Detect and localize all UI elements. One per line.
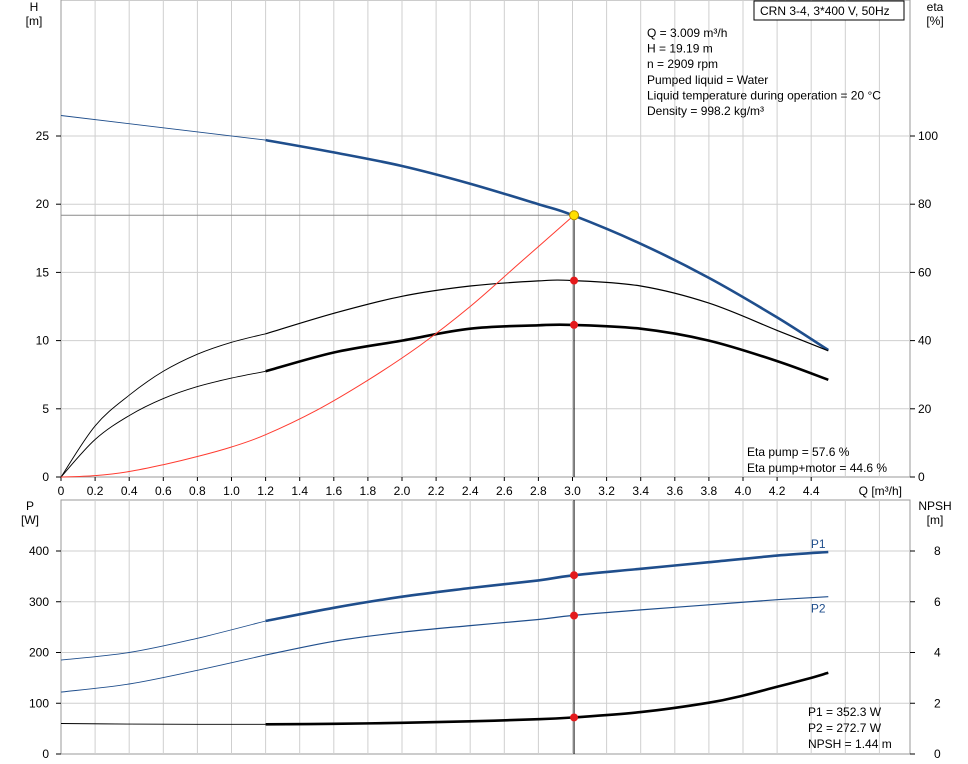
q-axis-tick-label: 0.8 xyxy=(189,484,206,498)
eta-axis-tick-label: 0 xyxy=(918,470,925,484)
h-axis-tick-label: 25 xyxy=(36,129,50,143)
q-axis-tick-label: 1.0 xyxy=(223,484,240,498)
q-axis-tick-label: 0 xyxy=(58,484,65,498)
power-readout-line: P1 = 352.3 W xyxy=(808,705,882,719)
h-axis-tick-label: 15 xyxy=(36,265,50,279)
q-axis-tick-label: 3.6 xyxy=(666,484,683,498)
eta-pump-curve-extrapolated xyxy=(60,333,266,478)
eta-axis-tick-label: 40 xyxy=(918,334,932,348)
duty-info-line: Density = 998.2 kg/m³ xyxy=(647,104,764,118)
p1-curve xyxy=(265,550,829,623)
top-plot-grid xyxy=(60,0,911,478)
p-axis-tick-label: 100 xyxy=(29,696,49,710)
q-axis-tick-label: 2.4 xyxy=(462,484,479,498)
npsh-axis-unit: [m] xyxy=(927,513,944,527)
efficiency-readout-line: Eta pump+motor = 44.6 % xyxy=(747,461,887,475)
duty-point-p1-marker xyxy=(570,571,579,580)
duty-point-npsh-marker xyxy=(570,713,579,722)
p1-series-label: P1 xyxy=(811,537,826,551)
p-axis-tick-label: 200 xyxy=(29,646,49,660)
p2-curve xyxy=(265,596,829,656)
duty-info-line: n = 2909 rpm xyxy=(647,57,718,71)
q-axis-tick-label: 0.2 xyxy=(87,484,104,498)
q-axis-tick-label: 3.4 xyxy=(632,484,649,498)
q-axis-tick-label: 0.6 xyxy=(155,484,172,498)
top-plot-frame xyxy=(60,0,911,478)
npsh-axis-tick-label: 0 xyxy=(934,747,941,761)
npsh-axis-tick-label: 2 xyxy=(934,696,941,710)
q-axis-tick-label: 4.4 xyxy=(803,484,820,498)
chart-labels: Q = 3.009 m³/h H = 19.19 mn = 2909 rpm Pum… xyxy=(647,26,892,751)
q-axis-tick-label: 3.0 xyxy=(564,484,581,498)
eta-axis-tick-label: 100 xyxy=(918,129,938,143)
p-axis-tick-label: 400 xyxy=(29,544,49,558)
npsh-axis-tick-label: 4 xyxy=(934,646,941,660)
p2-curve-extrapolated xyxy=(60,654,266,693)
duty-point-p2-marker xyxy=(570,611,579,620)
eta-pump_motor-curve-extrapolated xyxy=(60,370,266,478)
q-axis-tick-label: 3.2 xyxy=(598,484,615,498)
duty-point-head-marker xyxy=(569,210,580,221)
title-box-text: CRN 3-4, 3*400 V, 50Hz xyxy=(760,4,890,18)
h-axis-unit: [m] xyxy=(26,14,43,28)
npsh-curve xyxy=(265,671,829,726)
bottom-plot-frame xyxy=(60,499,911,755)
eta-axis-unit: [%] xyxy=(926,14,943,28)
q-axis-tick-label: 4.0 xyxy=(735,484,752,498)
eta-axis-tick-label: 60 xyxy=(918,265,932,279)
q-axis-tick-label: 2.6 xyxy=(496,484,513,498)
h-axis-tick-label: 5 xyxy=(42,402,49,416)
head-curve-extrapolated xyxy=(60,115,266,141)
npsh-curve-extrapolated xyxy=(60,723,266,725)
h-axis-title: H xyxy=(30,0,39,14)
p-axis-unit: [W] xyxy=(21,513,39,527)
q-axis-tick-label: 2.8 xyxy=(530,484,547,498)
p1-curve-extrapolated xyxy=(60,620,266,661)
p-axis-tick-label: 0 xyxy=(42,747,49,761)
npsh-axis-tick-label: 8 xyxy=(934,544,941,558)
q-axis-tick-label: 1.8 xyxy=(360,484,377,498)
power-readout-line: NPSH = 1.44 m xyxy=(808,737,892,751)
q-axis-tick-label: 0.4 xyxy=(121,484,138,498)
bottom-plot-series: P1 P2 xyxy=(60,500,829,754)
q-axis-tick-label: 4.2 xyxy=(769,484,786,498)
power-readout-line: P2 = 272.7 W xyxy=(808,721,882,735)
h-axis-tick-label: 0 xyxy=(42,470,49,484)
p-axis-title: P xyxy=(26,499,34,513)
duty-info-line: H = 19.19 m xyxy=(647,42,713,56)
q-axis-title: Q [m³/h] xyxy=(859,484,902,498)
efficiency-readout-line: Eta pump = 57.6 % xyxy=(747,445,850,459)
q-axis-tick-label: 2.0 xyxy=(394,484,411,498)
top-plot-axes: 0 5 10 15 20 25 0 20 40 60 80 100 0 0.2 0.4 0.6 0.8 1.0 1.… xyxy=(26,0,944,498)
q-axis-tick-label: 2.2 xyxy=(428,484,445,498)
eta-axis-tick-label: 20 xyxy=(918,402,932,416)
title-box xyxy=(753,0,905,21)
npsh-axis-tick-label: 6 xyxy=(934,595,941,609)
q-axis-tick-label: 1.4 xyxy=(291,484,308,498)
duty-info-line: Q = 3.009 m³/h xyxy=(647,26,727,40)
duty-point-eta-pump-motor-marker xyxy=(570,320,579,329)
eta-pump-motor-curve xyxy=(265,323,829,382)
p-axis-tick-label: 300 xyxy=(29,595,49,609)
q-axis-tick-label: 3.8 xyxy=(701,484,718,498)
eta-axis-tick-label: 80 xyxy=(918,197,932,211)
head-curve xyxy=(265,138,829,352)
q-axis-tick-label: 1.6 xyxy=(325,484,342,498)
duty-info-line: Pumped liquid = Water xyxy=(647,73,768,87)
bottom-plot-axes: 0 100 200 300 400 0 2 4 6 8 P[W] NPSH[m] xyxy=(21,499,952,761)
duty-point-eta-pump-marker xyxy=(570,276,579,285)
top-plot-series xyxy=(60,115,829,478)
system-curve xyxy=(60,214,575,478)
q-axis-tick-label: 1.2 xyxy=(257,484,274,498)
duty-info-line: Liquid temperature during operation = 20… xyxy=(647,88,881,102)
npsh-axis-title: NPSH xyxy=(918,499,951,513)
eta-axis-title: eta xyxy=(927,0,944,14)
h-axis-tick-label: 20 xyxy=(36,197,50,211)
h-axis-tick-label: 10 xyxy=(36,334,50,348)
bottom-plot-grid xyxy=(60,499,911,755)
eta-pump-curve xyxy=(265,279,829,352)
p2-series-label: P2 xyxy=(811,602,826,616)
